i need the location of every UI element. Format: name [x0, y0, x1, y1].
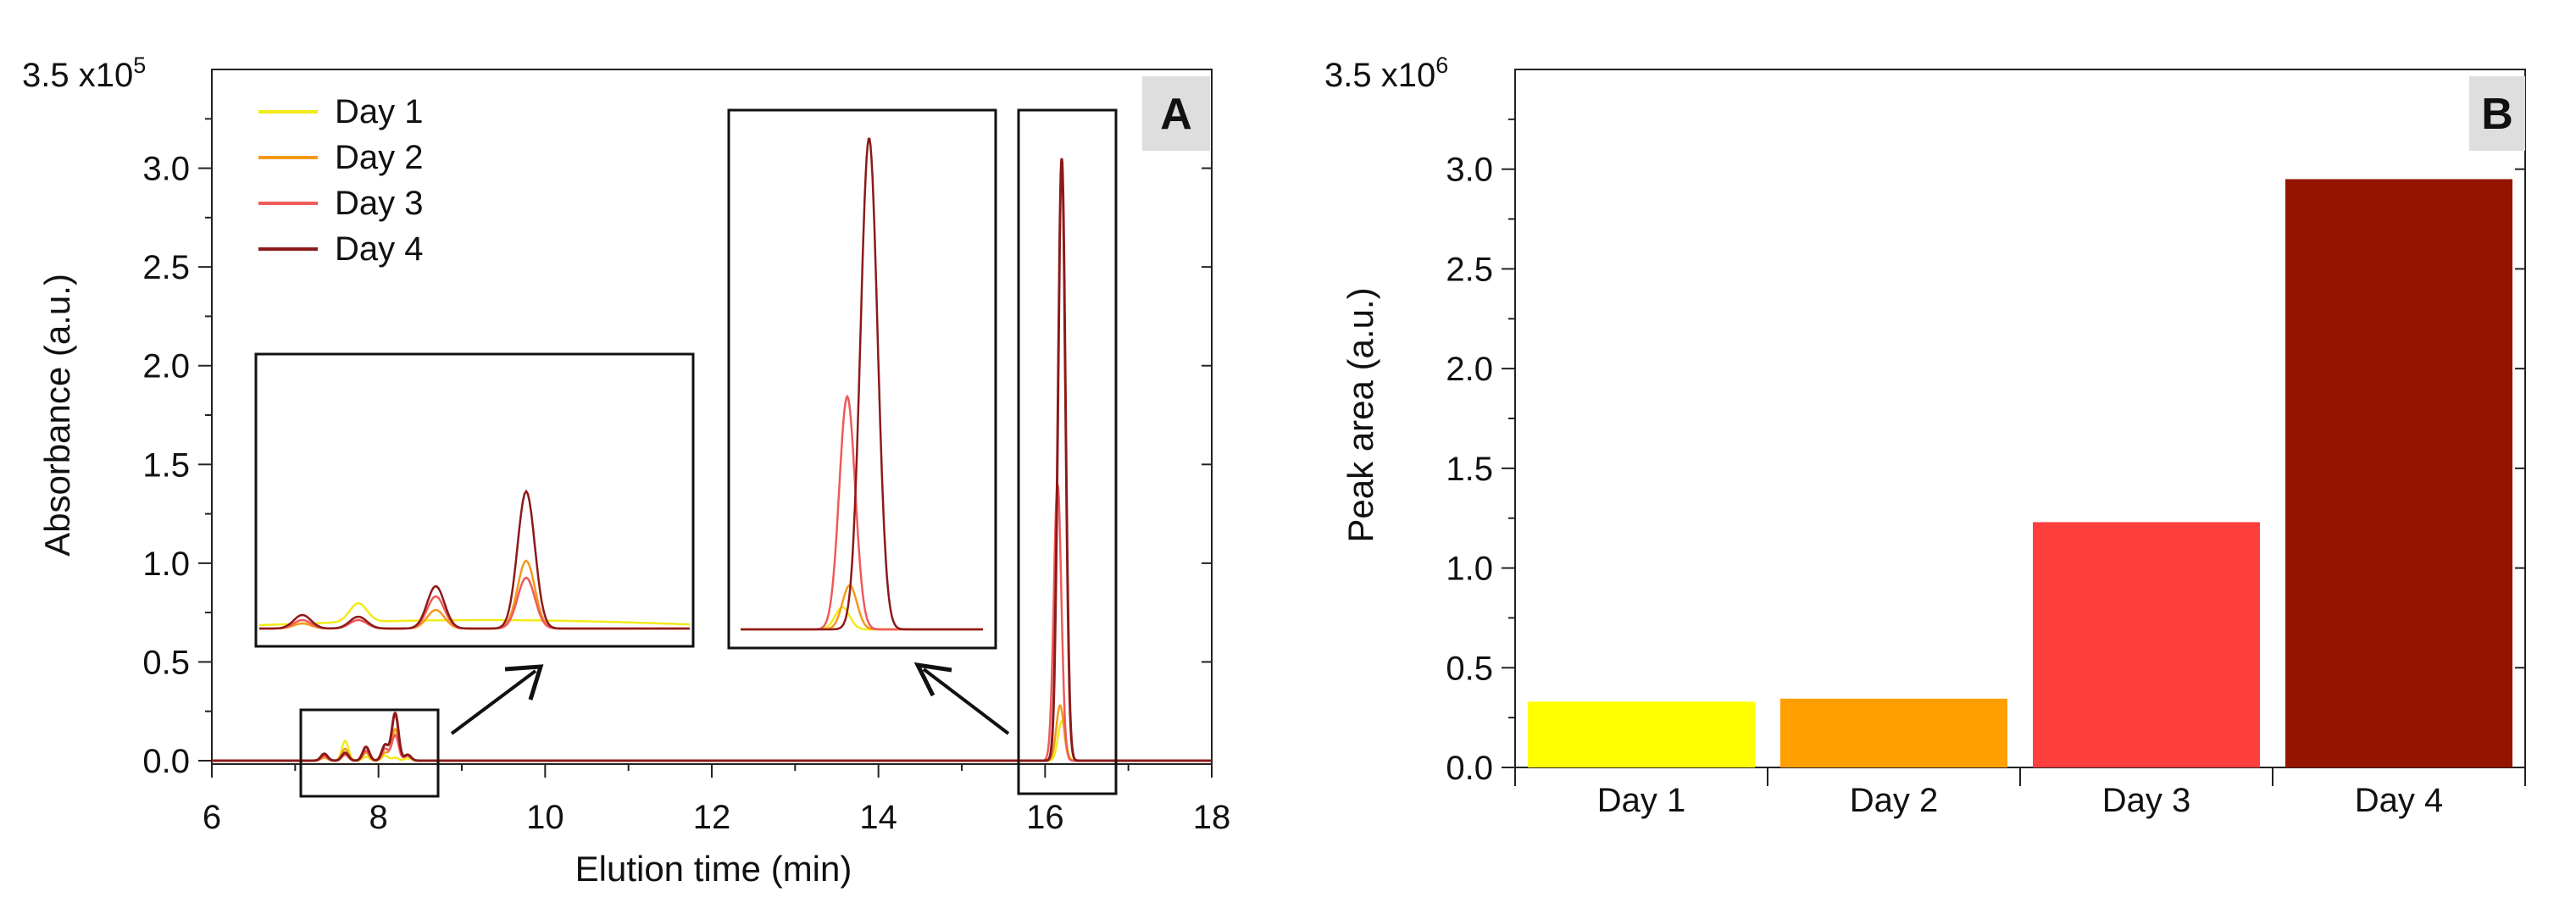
panel-b-label: B — [2481, 90, 2513, 139]
bar-day-4 — [2285, 179, 2512, 767]
panel-a-y-tick-label: 2.5 — [142, 249, 190, 286]
panel-a-label: A — [1160, 90, 1192, 139]
panel-a-x-tick-label: 18 — [1193, 799, 1231, 836]
panel-a-x-axis-label: Elution time (min) — [575, 849, 852, 889]
panel-a-chromatogram: 0.0 0.5 1.0 1.5 2.0 2.5 3.0 6 8 10 12 14 16 18 3.5 x… — [22, 53, 1230, 889]
bar-day-2 — [1780, 698, 2007, 767]
panel-a-y-tick-label: 1.5 — [142, 446, 190, 484]
panel-b-bar-chart: 0.00.51.01.52.02.53.0 Day 1 Day 2 Day 3 Day… — [1324, 53, 2526, 819]
panel-b-y-tick-label: 0.0 — [1446, 750, 1493, 787]
panel-b-x-tick-label: Day 3 — [2102, 782, 2191, 819]
panel-a-x-tick-label: 8 — [369, 799, 388, 836]
inset-small-peaks-traces — [258, 489, 691, 630]
panel-b-x-tick-label: Day 2 — [1850, 782, 1939, 819]
panel-a-x-tick-label: 10 — [526, 799, 564, 836]
panel-b-y-max-label: 3.5 x106 — [1324, 53, 1448, 94]
inset-small-peaks-frame — [254, 352, 695, 648]
panel-b-bars — [1528, 179, 2512, 767]
panel-b-y-ticks: 0.0 0.5 1.0 1.5 2.0 2.5 3.0 — [1446, 118, 2525, 787]
panel-a-x-tick-label: 12 — [693, 799, 731, 836]
panel-a-x-ticks: 6 8 10 12 14 16 18 — [203, 764, 1230, 836]
panel-a-y-max-label: 3.5 x105 — [22, 53, 146, 94]
zoom-arrow-right — [913, 662, 1010, 735]
panel-b-y-axis-label: Peak area (a.u.) — [1341, 287, 1380, 542]
panel-a-x-tick-label: 6 — [203, 799, 221, 836]
zoom-box-small-peaks — [299, 708, 440, 798]
panel-a-x-tick-label: 16 — [1026, 799, 1064, 836]
panel-b-x-tick-label: Day 4 — [2355, 782, 2444, 819]
panel-b-y-tick-label: 3.0 — [1446, 152, 1493, 189]
panel-b-y-tick-label: 2.0 — [1446, 351, 1493, 388]
inset-small-peaks-trace-1 — [258, 602, 691, 627]
panel-a-label-box — [1142, 76, 1210, 151]
legend-label-day-3: Day 3 — [335, 185, 424, 222]
panel-a-y-tick-label: 2.0 — [142, 348, 190, 385]
inset-main-peak-traces — [741, 137, 983, 631]
inset-small-peaks-trace-4 — [259, 489, 690, 630]
legend-label-day-2: Day 2 — [335, 139, 424, 176]
panel-a-y-ticks: 0.0 0.5 1.0 1.5 2.0 2.5 3.0 — [142, 118, 1212, 780]
panel-a-traces — [212, 158, 1212, 762]
panel-b-x-tick-label: Day 1 — [1597, 782, 1686, 819]
zoom-box-main-peak — [1017, 108, 1118, 795]
legend-label-day-4: Day 4 — [335, 230, 424, 268]
panel-a-x-tick-label: 14 — [859, 799, 897, 836]
bar-day-1 — [1528, 701, 1755, 767]
panel-b-y-tick-label: 2.5 — [1446, 251, 1493, 288]
panel-a-y-tick-label: 3.0 — [142, 151, 190, 188]
trace-day-4 — [212, 158, 1212, 762]
inset-main-peak-frame — [727, 108, 997, 650]
panel-b-y-tick-label: 0.5 — [1446, 650, 1493, 687]
panel-a-y-tick-label: 1.0 — [142, 546, 190, 583]
panel-b-y-tick-label: 1.0 — [1446, 551, 1493, 588]
inset-main-peak-trace-4 — [741, 137, 983, 631]
panel-b-label-box — [2469, 76, 2525, 151]
panel-a-y-tick-label: 0.5 — [142, 644, 190, 681]
panel-b-x-ticks: Day 1 Day 2 Day 3 Day 4 — [1514, 767, 2526, 819]
bar-day-3 — [2033, 522, 2260, 767]
panel-a-y-axis-label: Absorbance (a.u.) — [37, 274, 77, 557]
legend-label-day-1: Day 1 — [335, 93, 424, 130]
panel-a-legend: Day 1 Day 2 Day 3 Day 4 — [258, 93, 424, 268]
panel-a-y-tick-label: 0.0 — [142, 743, 190, 780]
panel-b-y-tick-label: 1.5 — [1446, 451, 1493, 488]
zoom-arrow-left — [450, 664, 544, 735]
